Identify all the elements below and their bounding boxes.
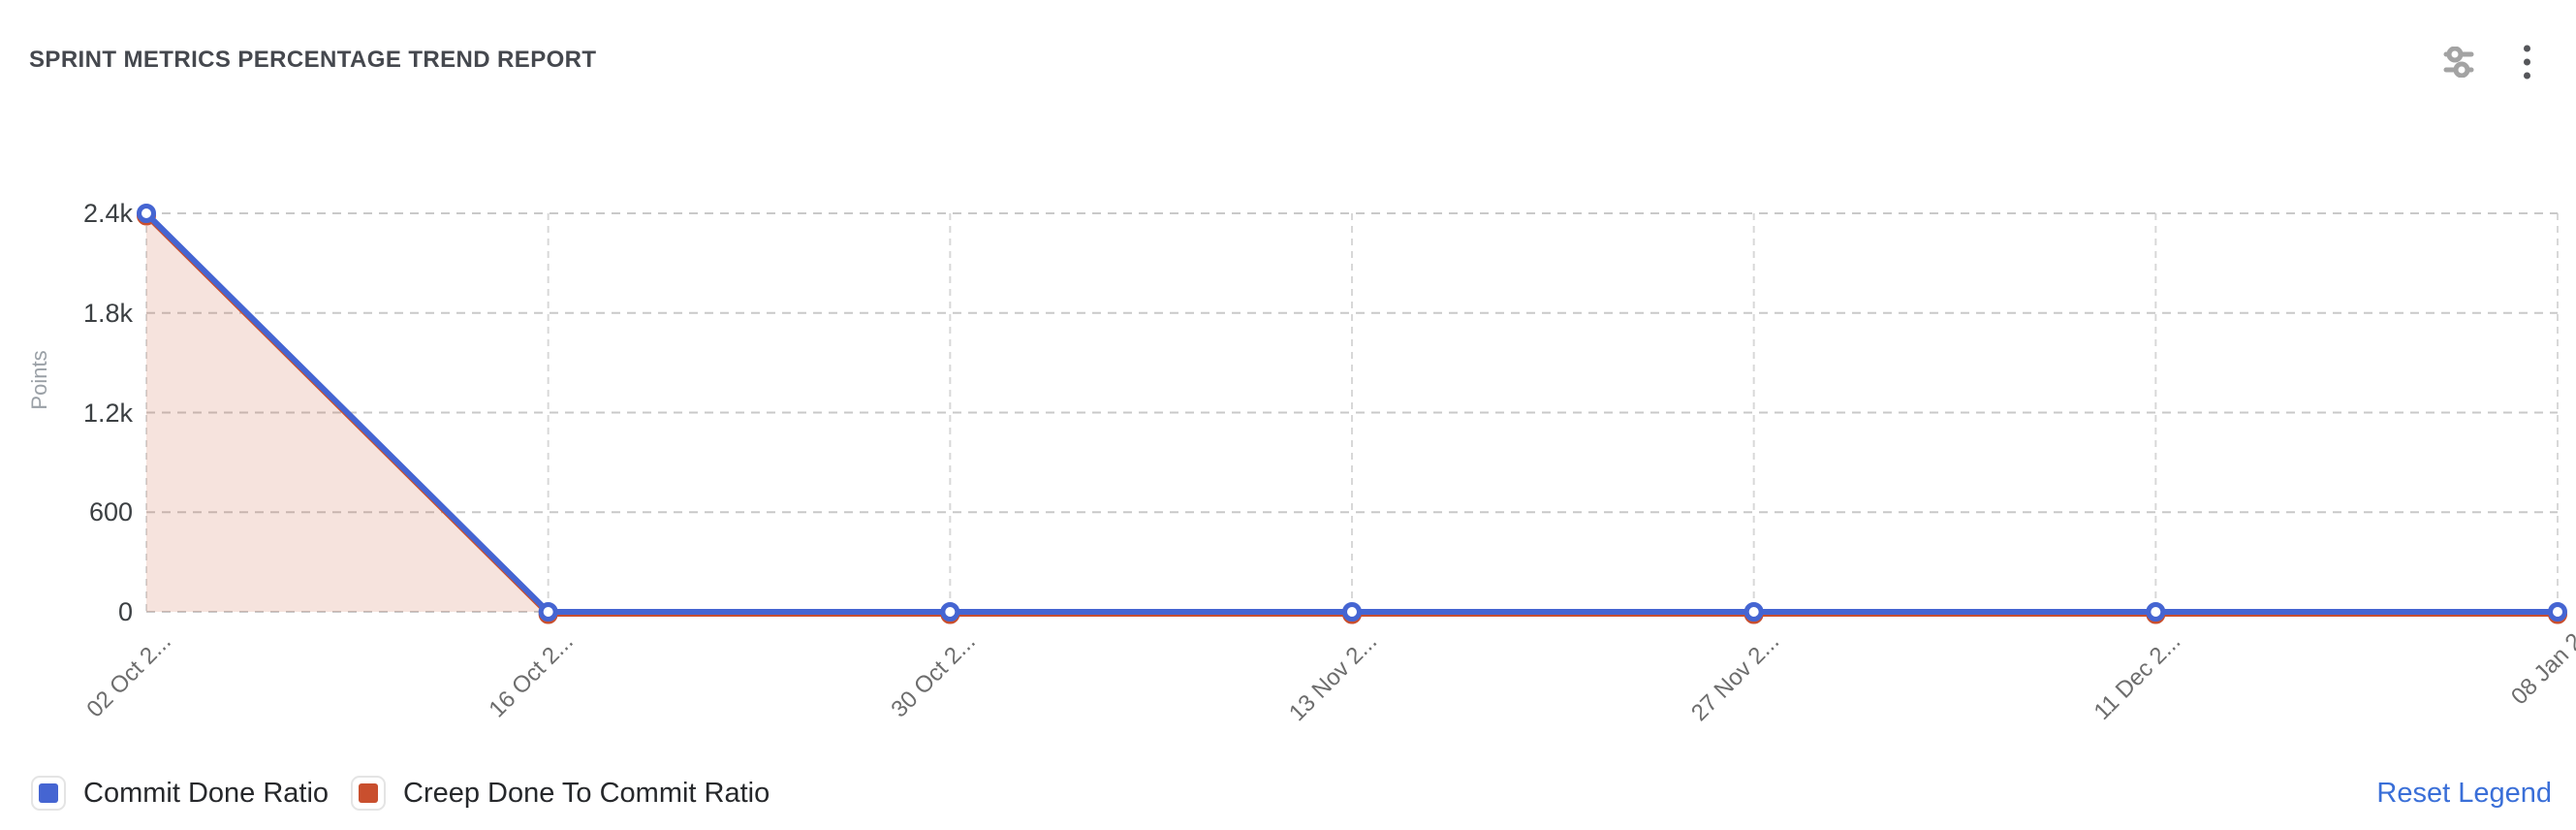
data-point-marker-commit-done-ratio[interactable] xyxy=(940,602,960,622)
y-axis-title: Points xyxy=(27,350,51,410)
legend-swatch-commit-icon xyxy=(39,783,58,803)
legend-swatch-box xyxy=(31,776,66,811)
data-point-marker-commit-done-ratio[interactable] xyxy=(2146,602,2166,622)
report-title: SPRINT METRICS PERCENTAGE TREND REPORT xyxy=(29,47,597,73)
data-point-marker-commit-done-ratio[interactable] xyxy=(1744,602,1764,622)
header-actions xyxy=(2441,43,2533,81)
chart-settings-button[interactable] xyxy=(2441,45,2476,80)
series-area-creep-done-to-commit-ratio xyxy=(146,215,2558,615)
legend-item-creep-done-to-commit-ratio[interactable]: Creep Done To Commit Ratio xyxy=(351,772,770,814)
data-point-marker-commit-done-ratio[interactable] xyxy=(538,602,558,622)
legend: Commit Done Ratio Creep Done To Commit R… xyxy=(0,772,2576,814)
legend-item-label: Creep Done To Commit Ratio xyxy=(403,777,770,809)
legend-item-label: Commit Done Ratio xyxy=(83,777,330,809)
kebab-menu-icon xyxy=(2524,45,2530,80)
data-point-marker-commit-done-ratio[interactable] xyxy=(2548,602,2567,622)
sliders-icon xyxy=(2443,47,2474,78)
data-point-marker-commit-done-ratio[interactable] xyxy=(137,204,156,223)
data-point-marker-commit-done-ratio[interactable] xyxy=(1342,602,1362,622)
reset-legend-link[interactable]: Reset Legend xyxy=(2376,778,2552,809)
legend-swatch-box xyxy=(351,776,386,811)
legend-swatch-creep-icon xyxy=(359,783,378,803)
more-options-button[interactable] xyxy=(2521,43,2533,81)
legend-item-commit-done-ratio[interactable]: Commit Done Ratio xyxy=(31,772,329,814)
